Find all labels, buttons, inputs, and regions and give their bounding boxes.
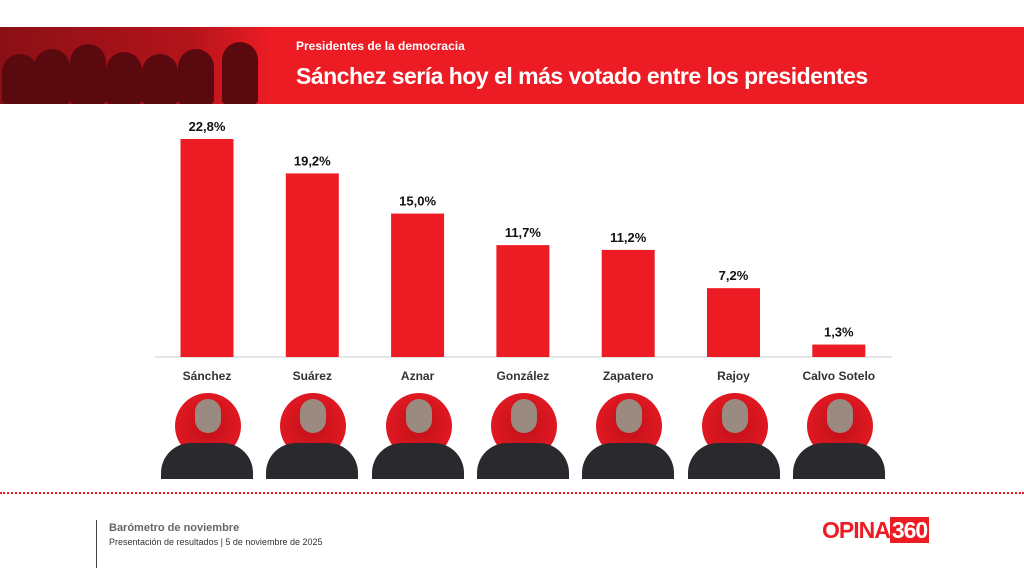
president-photo: [580, 393, 676, 479]
value-label: 11,2%: [610, 230, 647, 245]
bar-3: [496, 245, 550, 357]
category-label: Suárez: [293, 369, 332, 383]
category-label: González: [497, 369, 550, 383]
footer-divider: [96, 520, 97, 568]
president-photo: [264, 393, 360, 479]
president-photo: [159, 393, 255, 479]
category-label: Aznar: [401, 369, 435, 383]
category-label: Sánchez: [183, 369, 232, 383]
value-label: 22,8%: [189, 119, 226, 134]
bar-chart: 22,8% Sánchez 19,2% Suárez 15,0% Aznar 11,7% Go…: [155, 119, 892, 383]
president-photo: [370, 393, 466, 479]
bar-1: [285, 173, 339, 357]
bar-4: [601, 249, 655, 357]
logo-number: 360: [889, 517, 930, 543]
bar-5: [707, 288, 760, 357]
bar-6: [812, 344, 866, 357]
bar-2: [391, 213, 445, 357]
category-label: Zapatero: [603, 369, 654, 383]
header-banner: Presidentes de la democracia Sánchez ser…: [0, 27, 1024, 104]
value-label: 11,7%: [505, 225, 542, 240]
value-label: 15,0%: [399, 194, 436, 209]
category-label: Calvo Sotelo: [802, 369, 875, 383]
value-label: 19,2%: [294, 153, 331, 168]
page-title: Sánchez sería hoy el más votado entre lo…: [296, 63, 868, 89]
bar-0: [180, 139, 234, 357]
logo-text: OPINA: [822, 517, 891, 543]
value-label: 7,2%: [719, 268, 749, 283]
presidents-group-photo: [0, 27, 272, 104]
dotted-separator: [0, 492, 1024, 494]
subtitle: Presidentes de la democracia: [296, 39, 465, 53]
president-photo: [791, 393, 887, 479]
footer-subtitle: Presentación de resultados | 5 de noviem…: [109, 537, 323, 547]
category-label: Rajoy: [717, 369, 750, 383]
footer-title: Barómetro de noviembre: [109, 522, 240, 534]
president-photo: [686, 393, 782, 479]
value-label: 1,3%: [824, 325, 854, 340]
opina360-logo: OPINA360: [822, 517, 930, 544]
president-photo: [475, 393, 571, 479]
